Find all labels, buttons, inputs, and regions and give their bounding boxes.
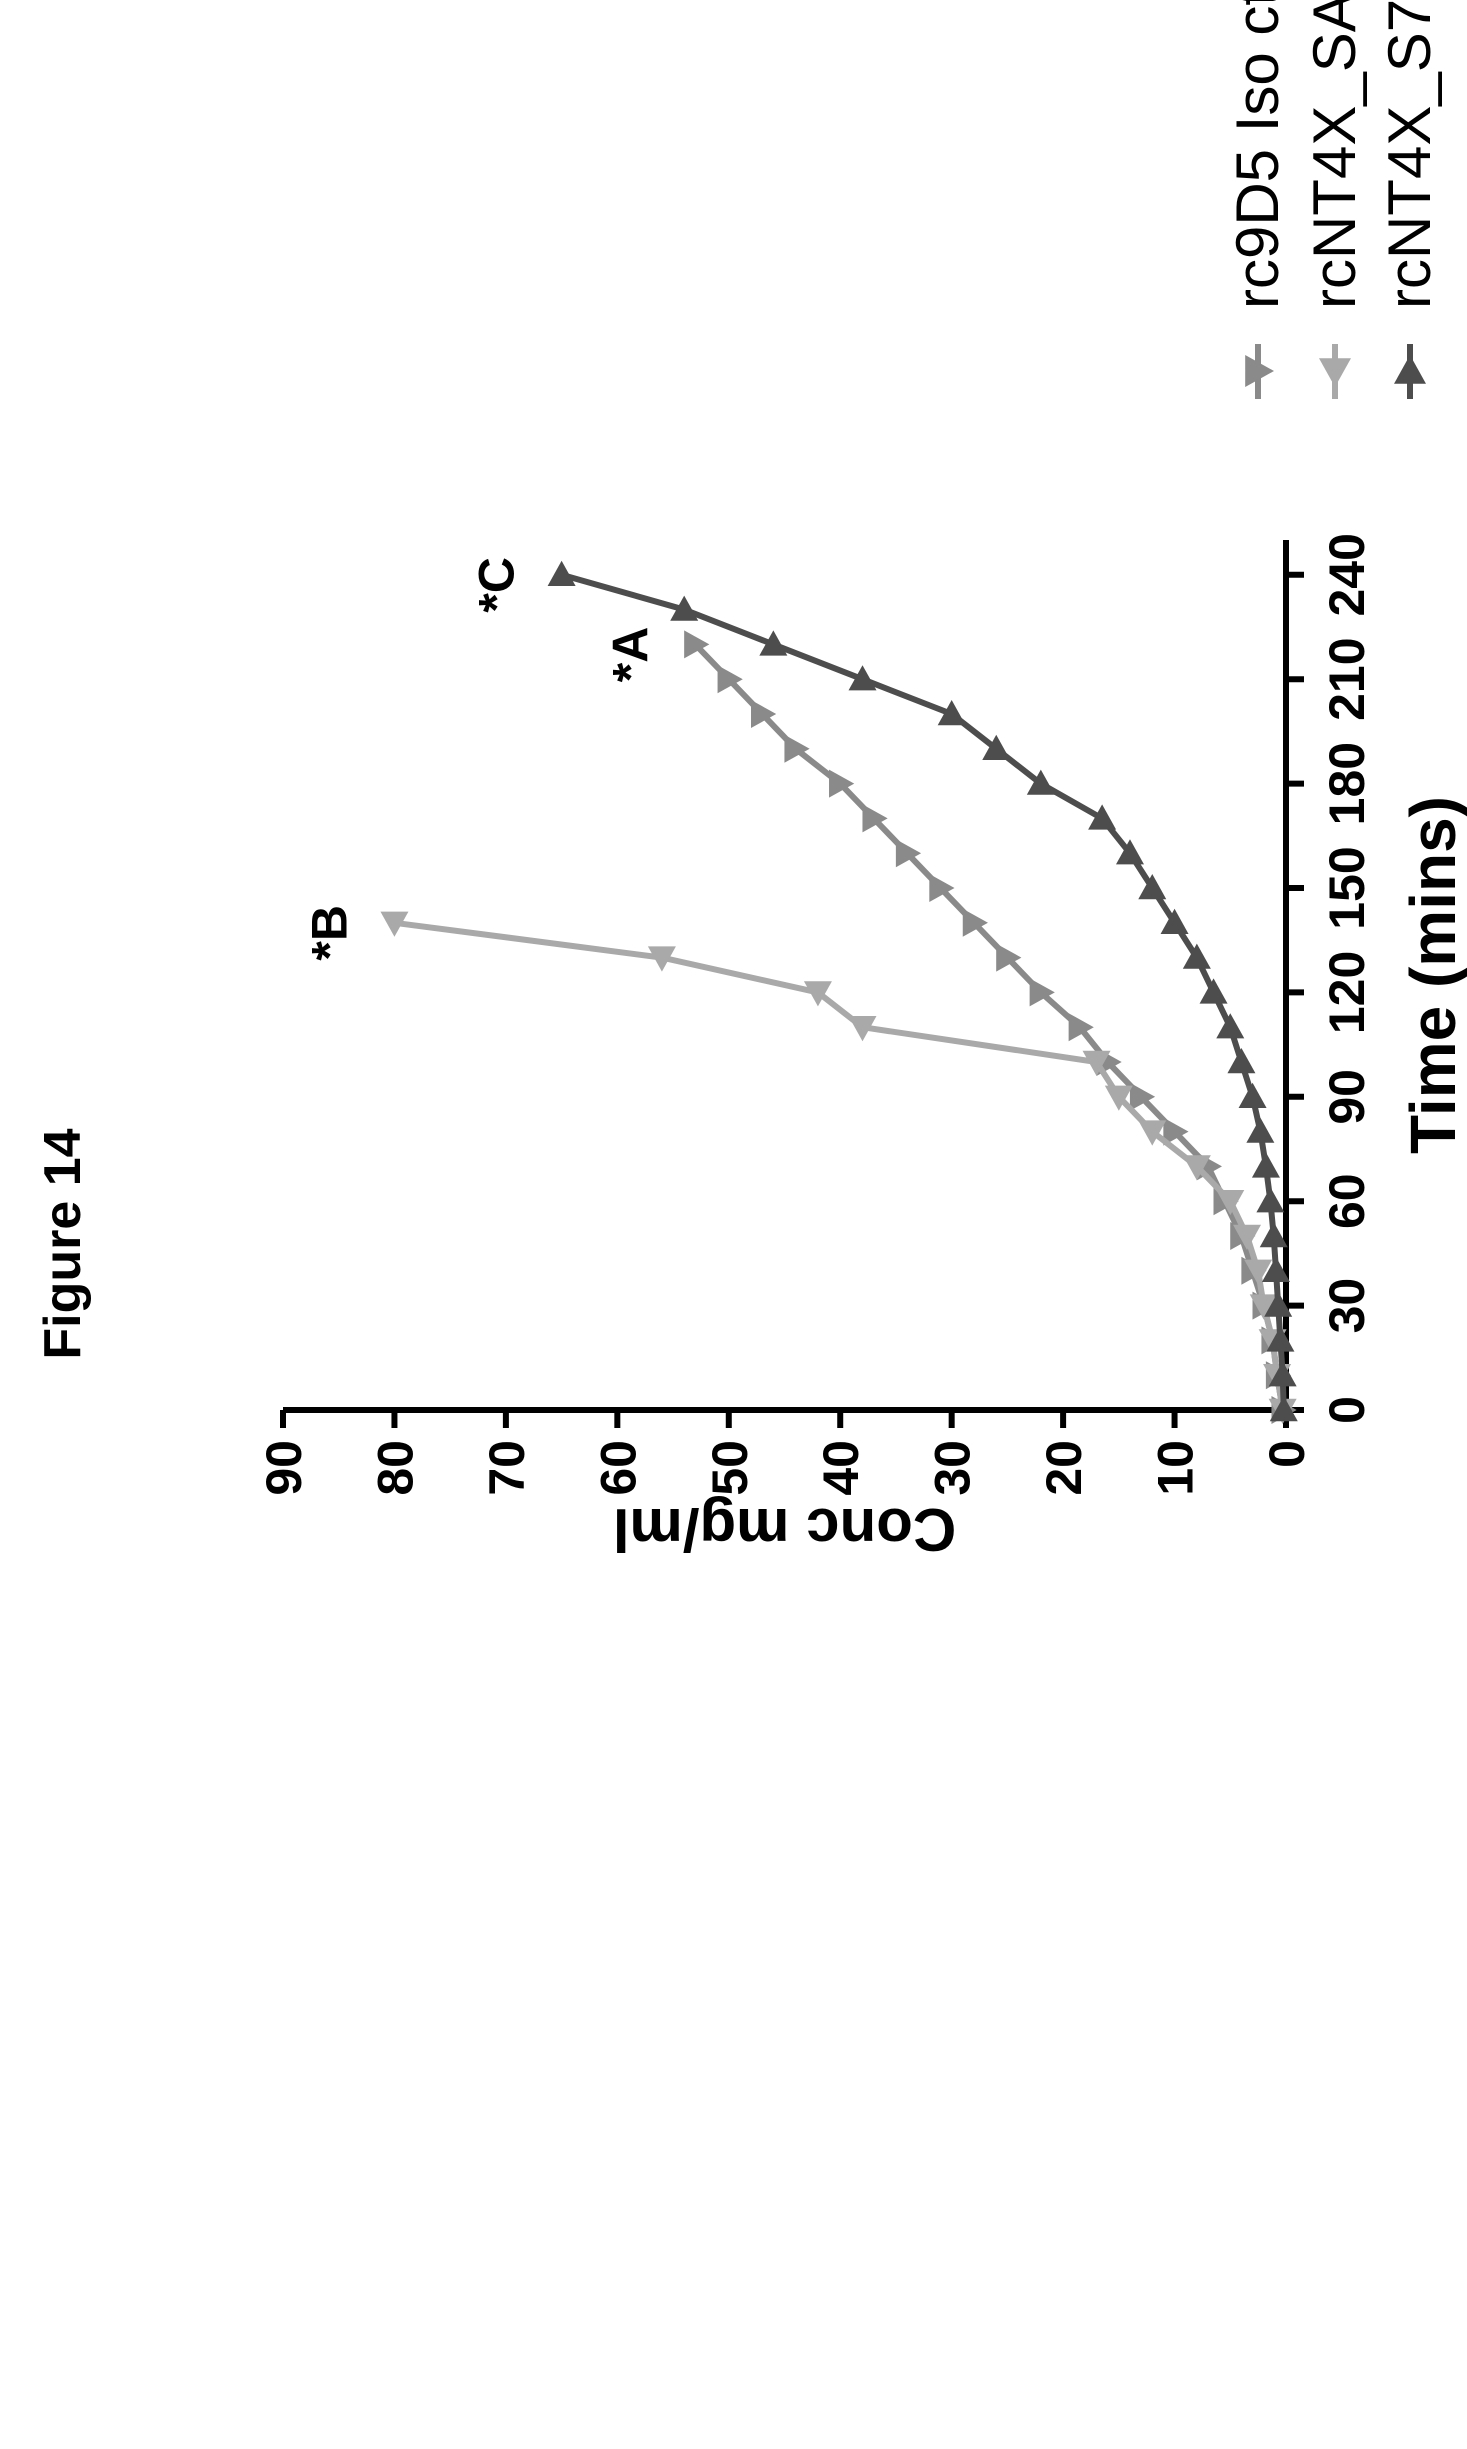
data-point-marker bbox=[1115, 839, 1144, 865]
data-point-marker bbox=[937, 700, 966, 726]
data-point-marker bbox=[848, 1016, 877, 1042]
data-point-marker bbox=[1138, 874, 1167, 900]
data-point-marker bbox=[1261, 1256, 1290, 1282]
series-2: *B bbox=[301, 905, 1297, 1424]
legend-item: rcNT4X_SA *B bbox=[1297, 0, 1368, 399]
series-1: *A bbox=[602, 627, 1297, 1424]
data-point-marker bbox=[996, 943, 1022, 972]
data-point-marker bbox=[1026, 769, 1055, 795]
series-end-label: *C bbox=[469, 557, 525, 613]
series-line bbox=[394, 919, 1286, 1411]
data-point-marker bbox=[684, 630, 710, 659]
x-tick-label: 150 bbox=[1319, 846, 1375, 929]
data-point-marker bbox=[1199, 978, 1228, 1004]
series-3: *C bbox=[469, 557, 1298, 1422]
y-tick-label: 90 bbox=[256, 1440, 312, 1496]
data-point-marker bbox=[1266, 1326, 1295, 1352]
data-point-marker bbox=[1216, 1013, 1245, 1039]
series-end-label: *A bbox=[602, 627, 658, 683]
data-point-marker bbox=[1238, 1082, 1267, 1108]
legend-item: rc9D5 Iso ctl *A bbox=[1220, 0, 1291, 399]
data-point-marker bbox=[982, 734, 1011, 760]
x-tick-label: 180 bbox=[1319, 742, 1375, 825]
y-tick-label: 30 bbox=[925, 1440, 981, 1496]
data-point-marker bbox=[1129, 1082, 1156, 1111]
x-tick-label: 210 bbox=[1319, 637, 1375, 720]
data-point-marker bbox=[1269, 1396, 1298, 1422]
data-point-marker bbox=[717, 665, 743, 694]
data-point-marker bbox=[803, 981, 832, 1007]
data-point-marker bbox=[759, 630, 788, 656]
data-point-marker bbox=[784, 734, 810, 763]
data-point-marker bbox=[647, 946, 676, 972]
data-point-marker bbox=[1068, 1013, 1094, 1042]
data-point-marker bbox=[1216, 1190, 1245, 1216]
data-point-marker bbox=[962, 908, 988, 937]
data-point-marker bbox=[1246, 1117, 1275, 1143]
y-tick-label: 10 bbox=[1148, 1440, 1204, 1496]
data-point-marker bbox=[380, 911, 409, 937]
data-point-marker bbox=[1319, 358, 1351, 387]
data-point-marker bbox=[1182, 1155, 1211, 1181]
x-tick-label: 240 bbox=[1319, 533, 1375, 616]
data-point-marker bbox=[751, 700, 777, 728]
data-point-marker bbox=[1082, 1050, 1111, 1076]
x-tick-label: 120 bbox=[1319, 951, 1375, 1034]
data-point-marker bbox=[1163, 1117, 1189, 1146]
data-point-marker bbox=[1104, 1085, 1133, 1111]
y-axis-label: Conc mg/ml bbox=[613, 1496, 956, 1563]
x-tick-label: 0 bbox=[1319, 1396, 1375, 1424]
x-tick-label: 30 bbox=[1319, 1278, 1375, 1334]
data-point-marker bbox=[1264, 1291, 1293, 1317]
data-point-marker bbox=[862, 804, 888, 833]
data-point-marker bbox=[1138, 1120, 1167, 1146]
data-point-marker bbox=[547, 560, 576, 586]
plot-area: 0 10 20 30 40 50 60 70 80 90 0 30 60 90 120 150 180 210 24… bbox=[256, 533, 1375, 1496]
y-tick-label: 70 bbox=[479, 1440, 535, 1496]
legend-item: rcNT4X_S7A *C bbox=[1372, 0, 1443, 399]
data-point-marker bbox=[1160, 908, 1189, 934]
y-tick-label: 50 bbox=[702, 1440, 758, 1496]
data-point-marker bbox=[1232, 1224, 1261, 1250]
data-point-marker bbox=[1088, 804, 1117, 830]
y-tick-label: 20 bbox=[1036, 1440, 1092, 1496]
data-point-marker bbox=[895, 839, 922, 868]
data-point-marker bbox=[1268, 1361, 1297, 1387]
data-point-marker bbox=[670, 595, 699, 621]
legend-label: rc9D5 Iso ctl *A bbox=[1220, 0, 1291, 309]
x-tick-label: 60 bbox=[1319, 1173, 1375, 1229]
legend-label: rcNT4X_S7A *C bbox=[1372, 0, 1443, 309]
data-point-marker bbox=[1244, 1259, 1273, 1285]
data-point-marker bbox=[1227, 1048, 1256, 1074]
x-tick-label: 90 bbox=[1319, 1069, 1375, 1125]
legend-label: rcNT4X_SA *B bbox=[1297, 0, 1368, 309]
x-axis-label: Time (mins) bbox=[1397, 796, 1467, 1154]
y-tick-label: 80 bbox=[367, 1440, 423, 1496]
data-point-marker bbox=[1259, 1222, 1288, 1248]
figure-title: Figure 14 bbox=[34, 1128, 92, 1359]
data-point-marker bbox=[1029, 978, 1055, 1007]
y-tick-label: 40 bbox=[813, 1440, 869, 1496]
data-point-marker bbox=[1256, 1187, 1285, 1213]
y-tick-label: 0 bbox=[1259, 1440, 1315, 1468]
series-end-label: *B bbox=[301, 905, 357, 961]
series-line bbox=[560, 571, 1287, 1411]
data-point-marker bbox=[1182, 943, 1211, 969]
data-point-marker bbox=[1249, 1294, 1278, 1320]
y-tick-label: 60 bbox=[590, 1440, 646, 1496]
data-point-marker bbox=[1245, 355, 1274, 387]
data-point-marker bbox=[1394, 355, 1426, 384]
data-point-marker bbox=[1251, 1152, 1280, 1178]
data-point-marker bbox=[929, 874, 955, 902]
data-point-marker bbox=[848, 665, 877, 691]
data-point-marker bbox=[829, 769, 855, 798]
